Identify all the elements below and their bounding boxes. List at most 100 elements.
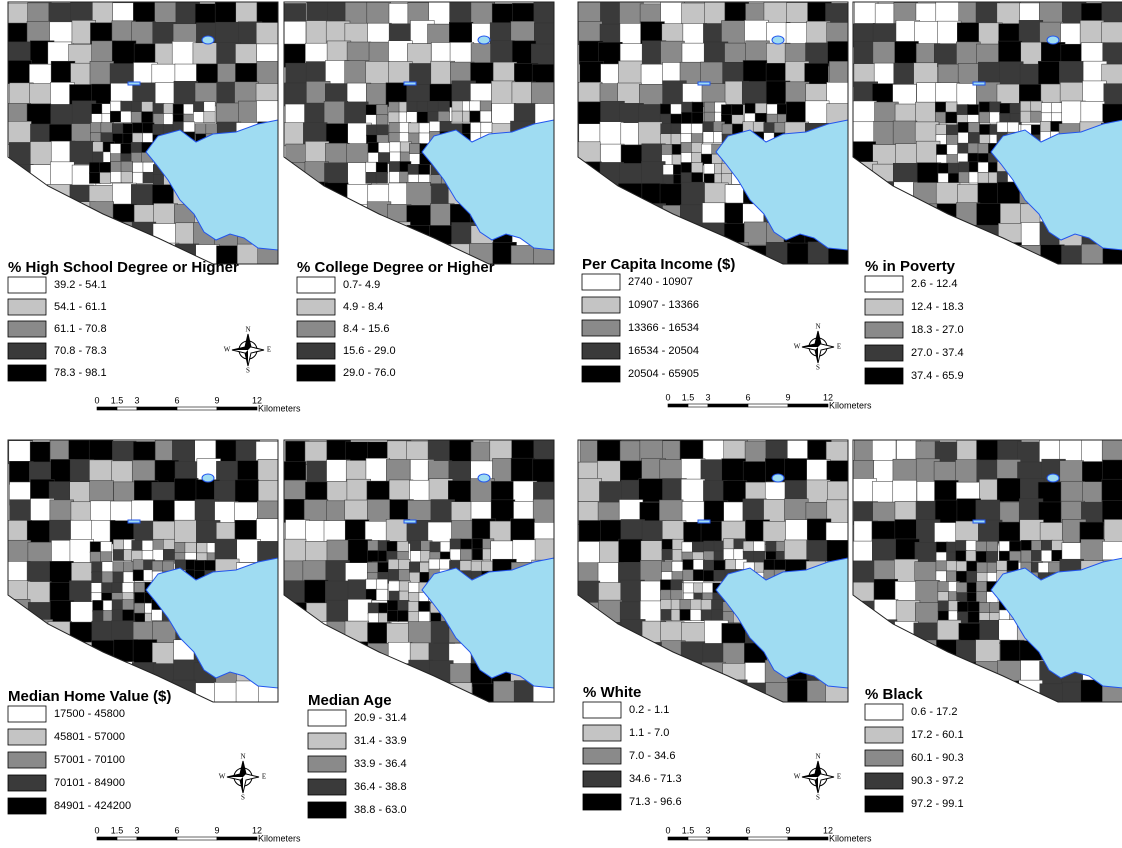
tract (112, 610, 123, 621)
tract (448, 683, 472, 706)
tract (369, 664, 393, 687)
scale-tick: 1.5 (682, 825, 695, 835)
legend-swatch (297, 299, 335, 315)
tract (327, 540, 351, 563)
tract (112, 583, 123, 594)
tract (990, 112, 1001, 123)
tract (618, 183, 642, 206)
scale-segment (668, 837, 688, 840)
tract (367, 0, 391, 23)
legend-swatch (8, 729, 46, 745)
tract (366, 589, 377, 600)
lake (698, 520, 710, 523)
scale-segment (708, 404, 748, 407)
tract (142, 102, 153, 113)
tract (93, 152, 104, 163)
legend-label: 2.6 - 12.4 (911, 278, 957, 290)
tract (90, 223, 114, 246)
legend-swatch (8, 321, 46, 337)
tract (50, 500, 74, 523)
tract (976, 592, 987, 603)
tract (1083, 81, 1107, 104)
legend-swatch (583, 771, 621, 787)
map (282, 0, 559, 268)
tract (134, 603, 145, 614)
tract (93, 610, 104, 621)
tract (681, 642, 705, 665)
tract (345, 661, 369, 684)
tract (193, 112, 204, 123)
tract (968, 602, 979, 613)
tract (417, 112, 428, 123)
scale-bar: 01.536912Kilometers (665, 825, 872, 843)
tract (956, 540, 967, 551)
tract (958, 132, 969, 143)
tract (893, 480, 917, 503)
tract (49, 642, 73, 665)
tract (671, 104, 682, 115)
tract (662, 539, 673, 550)
tract (639, 479, 663, 502)
tract (110, 144, 121, 155)
tract (1041, 540, 1052, 551)
legend-swatch (583, 702, 621, 718)
scale-segment (748, 837, 788, 840)
tract (326, 222, 350, 245)
legend-swatch (308, 710, 346, 726)
tract (1019, 20, 1043, 43)
reservoir (772, 474, 784, 482)
compass: NSEW (224, 326, 271, 375)
tract (378, 142, 389, 153)
tract (977, 562, 988, 573)
tract (640, 681, 664, 704)
tract (620, 23, 644, 46)
tract (893, 459, 917, 482)
tract (460, 561, 471, 572)
tract (368, 540, 379, 551)
legend-label: 60.1 - 90.3 (911, 752, 964, 764)
compass-e: E (837, 343, 841, 351)
tract (600, 122, 624, 145)
tract (723, 539, 734, 550)
tract (195, 124, 206, 135)
legend-swatch (865, 368, 903, 384)
tract (957, 662, 981, 685)
tract (1018, 245, 1042, 268)
tract (326, 204, 350, 227)
tract (935, 112, 946, 123)
tract (389, 581, 400, 592)
tract (9, 164, 33, 187)
tract (471, 561, 482, 572)
tract (429, 559, 440, 570)
figure: % High School Degree or Higher39.2 - 54.… (0, 0, 1122, 848)
tract (682, 542, 693, 553)
tract (236, 1, 260, 24)
tract (732, 105, 743, 116)
tract (388, 569, 399, 580)
tract (641, 64, 665, 87)
tract (956, 681, 980, 704)
tract (9, 661, 33, 684)
tract (620, 0, 644, 23)
tract (703, 223, 727, 246)
tract (194, 560, 205, 571)
tract (915, 225, 939, 248)
tract (875, 642, 899, 665)
tract (580, 61, 604, 84)
tract (367, 224, 391, 247)
legend-swatch (582, 274, 620, 290)
tract (660, 104, 671, 115)
tract (619, 500, 643, 523)
tract (977, 203, 1001, 226)
tract (661, 609, 672, 620)
tract (366, 172, 377, 183)
tract (893, 121, 917, 144)
tract (282, 162, 306, 185)
tract (390, 142, 401, 153)
legend-title: % in Poverty (865, 258, 956, 275)
tract (110, 111, 121, 122)
legend-swatch (865, 796, 903, 812)
tract (956, 571, 967, 582)
tract (755, 103, 766, 114)
tract (997, 122, 1008, 133)
